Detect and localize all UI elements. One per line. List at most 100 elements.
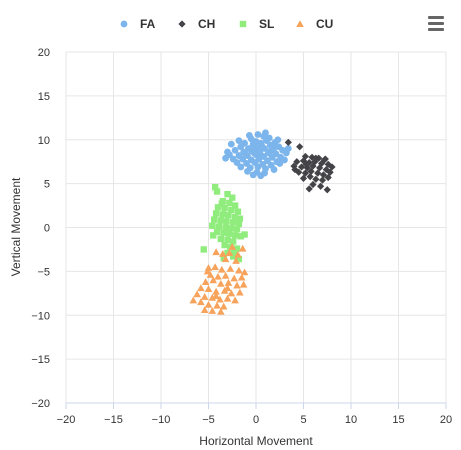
- data-point-sl: [215, 223, 223, 230]
- data-point-ch: [306, 173, 314, 181]
- data-point-cu: [228, 243, 237, 250]
- data-point-sl: [233, 226, 241, 233]
- data-point-sl: [230, 253, 237, 260]
- legend-item-sl[interactable]: SL: [239, 17, 275, 31]
- legend-marker-fa: [120, 20, 128, 28]
- legend-label: SL: [259, 17, 274, 31]
- data-point-fa: [274, 136, 282, 144]
- data-point-ch: [314, 169, 322, 177]
- data-point-fa: [224, 148, 231, 156]
- data-point-sl: [230, 238, 237, 245]
- data-point-sl: [213, 228, 221, 236]
- x-tick-label: 20: [440, 414, 452, 426]
- x-tick-label: 15: [392, 414, 404, 426]
- legend-marker-sl: [239, 20, 247, 28]
- data-point-sl: [234, 208, 242, 215]
- data-point-sl: [220, 229, 227, 236]
- data-point-fa: [227, 140, 235, 148]
- data-point-cu: [236, 288, 244, 296]
- data-point-cu: [225, 249, 234, 256]
- data-point-fa: [254, 163, 262, 171]
- data-point-ch: [312, 175, 320, 183]
- data-point-ch: [307, 167, 315, 175]
- y-tick-label: −15: [31, 354, 50, 366]
- data-point-fa: [284, 145, 292, 152]
- data-point-ch: [305, 185, 313, 193]
- data-point-fa: [231, 146, 239, 154]
- series-ch: [284, 138, 336, 194]
- data-point-cu: [224, 278, 233, 286]
- data-point-cu: [211, 263, 219, 271]
- data-point-sl: [235, 255, 243, 263]
- data-point-cu: [218, 265, 226, 273]
- data-point-sl: [213, 188, 221, 195]
- series-cu: [189, 243, 249, 315]
- data-point-sl: [229, 194, 236, 201]
- x-tick-label: −20: [57, 414, 76, 426]
- data-point-ch: [311, 158, 319, 166]
- chart-menu-button[interactable]: [424, 12, 448, 34]
- data-point-cu: [201, 278, 210, 285]
- y-tick-label: −20: [31, 398, 50, 410]
- data-point-sl: [224, 190, 231, 198]
- data-point-cu: [206, 271, 215, 278]
- data-point-cu: [216, 295, 224, 303]
- data-point-cu: [240, 268, 249, 276]
- data-point-fa: [263, 137, 270, 145]
- legend: FA CH SL CU: [120, 17, 333, 31]
- series-sl: [200, 183, 248, 263]
- data-point-fa: [258, 142, 266, 150]
- data-point-fa: [242, 150, 249, 158]
- y-tick-label: −5: [37, 266, 50, 278]
- data-point-sl: [200, 246, 207, 253]
- data-point-fa: [262, 129, 269, 137]
- data-point-sl: [211, 216, 218, 223]
- legend-item-cu[interactable]: CU: [296, 17, 333, 31]
- data-point-cu: [238, 244, 247, 252]
- data-point-sl: [236, 215, 244, 222]
- data-points: [189, 129, 336, 315]
- legend-label: CH: [198, 17, 215, 31]
- data-point-cu: [204, 264, 213, 271]
- legend-item-fa[interactable]: FA: [120, 17, 156, 31]
- data-point-cu: [209, 276, 218, 284]
- data-point-cu: [197, 298, 205, 306]
- data-point-cu: [200, 306, 209, 314]
- data-point-sl: [231, 232, 239, 239]
- data-point-fa: [268, 153, 276, 161]
- y-tick-label: 10: [38, 135, 50, 147]
- data-point-cu: [218, 250, 227, 257]
- y-tick-label: 0: [44, 223, 50, 235]
- data-point-sl: [219, 211, 226, 218]
- data-point-sl: [212, 210, 220, 217]
- data-point-cu: [217, 279, 225, 287]
- data-point-sl: [235, 220, 243, 228]
- legend-label: FA: [140, 17, 156, 31]
- data-point-ch: [299, 174, 308, 182]
- legend-item-ch[interactable]: CH: [178, 17, 215, 31]
- data-point-sl: [222, 224, 229, 231]
- data-point-cu: [208, 293, 217, 301]
- data-point-ch: [320, 156, 328, 164]
- data-point-sl: [226, 230, 233, 237]
- data-point-ch: [316, 164, 324, 172]
- data-point-cu: [237, 273, 246, 281]
- data-point-cu: [231, 296, 239, 304]
- data-point-sl: [230, 219, 237, 226]
- data-point-cu: [197, 284, 205, 292]
- data-point-fa: [237, 143, 245, 151]
- data-point-cu: [217, 307, 225, 315]
- data-point-fa: [235, 137, 243, 145]
- data-point-sl: [223, 218, 230, 225]
- data-point-sl: [224, 236, 231, 243]
- data-point-cu: [232, 257, 240, 264]
- data-point-cu: [212, 292, 220, 299]
- data-point-ch: [284, 138, 292, 146]
- data-point-cu: [204, 300, 213, 308]
- data-point-sl: [228, 225, 235, 232]
- y-tick-label: 15: [38, 91, 50, 103]
- data-point-ch: [301, 169, 309, 177]
- data-point-cu: [213, 301, 221, 309]
- data-point-sl: [221, 204, 228, 212]
